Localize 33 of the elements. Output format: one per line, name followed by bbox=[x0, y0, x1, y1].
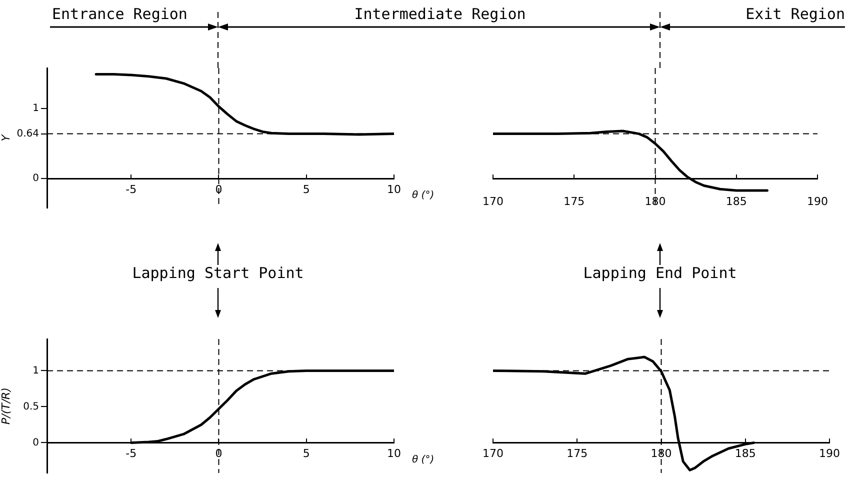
x-tick-label: 185 bbox=[734, 447, 756, 460]
y-tick-label: 0.5 bbox=[23, 401, 39, 412]
x-tick-label: 180 bbox=[644, 195, 666, 208]
x-tick-label: 5 bbox=[302, 183, 310, 196]
y-tick-label: 1 bbox=[32, 365, 39, 376]
y-tick-label: 1 bbox=[32, 103, 39, 114]
x-tick-label: 190 bbox=[807, 195, 828, 208]
text: Intermediate Region bbox=[354, 5, 526, 23]
x-tick-label: -5 bbox=[126, 447, 137, 460]
text: Lapping Start Point bbox=[132, 264, 304, 282]
x-tick-label: 175 bbox=[564, 195, 585, 208]
text: Entrance Region bbox=[52, 5, 188, 23]
x-tick-label: 170 bbox=[482, 195, 504, 208]
x-tick-label: 10 bbox=[387, 447, 401, 460]
y-tick-label: 0 bbox=[32, 173, 39, 184]
y-tick-label: 0 bbox=[32, 437, 39, 448]
x-tick-label: 190 bbox=[819, 447, 840, 460]
x-tick-label: 10 bbox=[387, 183, 401, 196]
text: Lapping End Point bbox=[583, 264, 737, 282]
x-tick-label: 0 bbox=[215, 447, 222, 460]
y-axis-title: P/(T/R) bbox=[0, 388, 12, 424]
x-tick-label: 0 bbox=[215, 183, 222, 196]
y-tick-label: 0.64 bbox=[16, 128, 39, 140]
x-tick-label: 175 bbox=[566, 447, 588, 460]
x-tick-label: -5 bbox=[126, 183, 137, 196]
x-tick-label: 180 bbox=[650, 447, 672, 460]
x-tick-label: 5 bbox=[302, 447, 310, 460]
x-axis-title: θ (°) bbox=[412, 454, 434, 466]
text: Exit Region bbox=[746, 5, 845, 23]
y-axis-title: Y bbox=[0, 133, 12, 142]
x-axis-title: θ (°) bbox=[412, 190, 434, 202]
x-tick-label: 185 bbox=[726, 195, 747, 208]
x-tick-label: 170 bbox=[482, 447, 504, 460]
